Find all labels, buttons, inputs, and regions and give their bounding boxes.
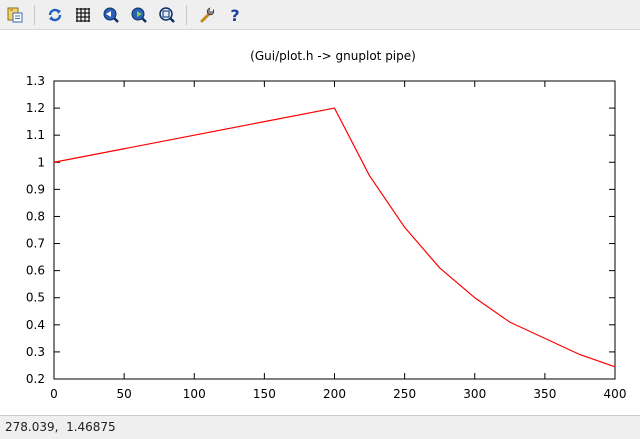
x-tick-label: 200 [323, 387, 346, 401]
plot-axes: 0 50 100 150 200 250 300 350 400 0.2 0.3 0.4 0.5 0.6 0… [26, 74, 627, 401]
y-tick-label: 0.4 [26, 318, 45, 332]
y-tick-label: 1.3 [26, 74, 45, 88]
plot-canvas[interactable]: (Gui/plot.h -> gnuplot pipe) 0 50 100 150 20… [0, 31, 640, 415]
y-tick-label: 0.8 [26, 209, 45, 223]
x-tick-label: 400 [604, 387, 627, 401]
y-tick-label: 0.9 [26, 182, 45, 196]
help-icon[interactable]: ? [224, 4, 246, 26]
y-tick-label: 0.2 [26, 372, 45, 386]
toolbar: ? [0, 0, 640, 30]
export-icon[interactable] [4, 4, 26, 26]
y-tick-label: 0.3 [26, 345, 45, 359]
replot-icon[interactable] [44, 4, 66, 26]
x-tick-label: 150 [253, 387, 276, 401]
y-tick-label: 1.2 [26, 101, 45, 115]
toolbar-separator [186, 5, 187, 25]
svg-text:?: ? [230, 6, 239, 24]
zoom-previous-icon[interactable] [100, 4, 122, 26]
y-tick-label: 0.7 [26, 237, 45, 251]
x-tick-label: 100 [183, 387, 206, 401]
x-tick-label: 350 [533, 387, 556, 401]
y-tick-label: 0.5 [26, 291, 45, 305]
cursor-coordinates: 278.039, 1.46875 [5, 420, 116, 434]
settings-wrench-icon[interactable] [196, 4, 218, 26]
series-line-0 [53, 107, 616, 368]
y-tick-label: 0.6 [26, 264, 45, 278]
x-tick-label: 300 [463, 387, 486, 401]
x-tick-label: 50 [116, 387, 131, 401]
plot-area[interactable]: (Gui/plot.h -> gnuplot pipe) 0 50 100 150 20… [0, 31, 640, 415]
chart-title: (Gui/plot.h -> gnuplot pipe) [250, 49, 416, 63]
y-tick-label: 1 [37, 155, 45, 169]
x-tick-label: 0 [50, 387, 58, 401]
zoom-next-icon[interactable] [128, 4, 150, 26]
autoscale-icon[interactable] [156, 4, 178, 26]
x-tick-label: 250 [393, 387, 416, 401]
series-group [53, 107, 616, 368]
toolbar-separator [34, 5, 35, 25]
grid-icon[interactable] [72, 4, 94, 26]
status-bar: 278.039, 1.46875 [0, 415, 640, 439]
y-tick-label: 1.1 [26, 128, 45, 142]
plot-frame [53, 80, 616, 380]
